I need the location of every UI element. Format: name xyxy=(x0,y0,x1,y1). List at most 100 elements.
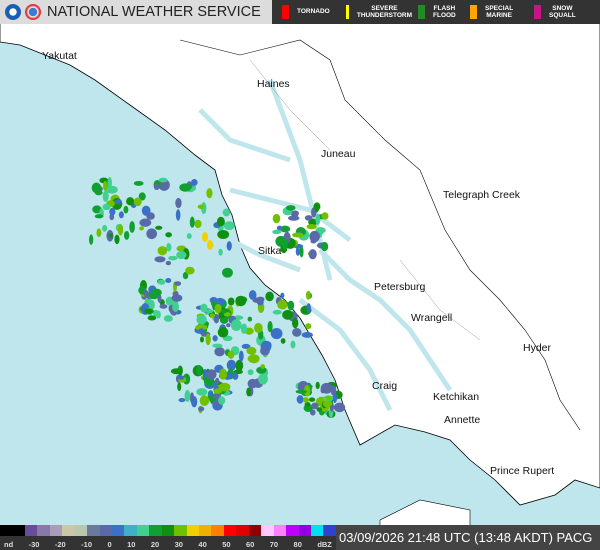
warning-swatch xyxy=(418,5,425,19)
radar-echo xyxy=(285,205,296,211)
scale-color xyxy=(12,525,25,536)
warning-swatch xyxy=(282,5,289,19)
radar-echo xyxy=(206,369,217,380)
radar-echo xyxy=(325,396,332,401)
radar-echo xyxy=(207,240,213,250)
radar-echo xyxy=(304,402,311,407)
radar-echo xyxy=(320,241,329,252)
radar-echo xyxy=(235,295,247,307)
radar-echo xyxy=(247,316,253,322)
radar-echo xyxy=(143,289,149,297)
radar-echo xyxy=(102,203,111,211)
radar-echo xyxy=(158,177,168,183)
radar-echo xyxy=(292,232,304,238)
warning-label: SEVERE THUNDERSTORM xyxy=(356,4,412,20)
radar-echo xyxy=(218,382,231,392)
scale-tick: 80 xyxy=(293,540,302,549)
radar-echo xyxy=(126,197,135,206)
radar-echo xyxy=(155,225,163,230)
radar-echo xyxy=(306,223,317,230)
radar-echo xyxy=(310,409,316,416)
radar-echo xyxy=(103,180,108,192)
radar-echo xyxy=(314,205,319,213)
city-label: Hyder xyxy=(523,342,552,354)
scale-tick: 70 xyxy=(269,540,279,549)
radar-echo xyxy=(210,300,217,307)
radar-echo xyxy=(311,402,319,410)
radar-echo xyxy=(232,372,239,380)
radar-echo xyxy=(94,214,104,219)
radar-echo xyxy=(308,249,317,260)
radar-echo xyxy=(144,308,154,315)
radar-echo xyxy=(196,314,207,325)
radar-echo xyxy=(247,378,258,389)
footer: nd -30 -20 -10 0 10 20 30 40 50 60 70 80 dBZ 03/09/20… xyxy=(0,525,600,550)
radar-echo xyxy=(308,218,318,226)
radar-echo xyxy=(194,219,202,229)
radar-echo xyxy=(214,303,222,314)
radar-echo xyxy=(199,395,210,406)
city-label: Annette xyxy=(444,414,481,426)
radar-echo xyxy=(89,234,94,245)
scale-color xyxy=(261,525,274,536)
radar-echo xyxy=(215,297,225,306)
radar-echo xyxy=(258,373,268,385)
radar-echo xyxy=(241,343,251,349)
radar-echo xyxy=(287,215,300,221)
radar-echo xyxy=(123,205,129,214)
radar-echo xyxy=(198,406,205,412)
scale-tick: -30 xyxy=(28,540,40,549)
radar-echo xyxy=(299,246,304,258)
scale-color xyxy=(111,525,125,536)
scale-color xyxy=(186,525,199,536)
radar-echo xyxy=(264,341,272,350)
radar-echo xyxy=(208,390,213,397)
radar-echo xyxy=(254,322,263,333)
radar-echo xyxy=(94,190,103,196)
radar-echo xyxy=(240,323,248,334)
radar-echo xyxy=(212,335,218,342)
radar-echo xyxy=(287,300,295,311)
timestamp: 03/09/2026 21:48 UTC (13:48 AKDT) PACG xyxy=(336,525,600,550)
radar-echo xyxy=(191,396,198,408)
scale-color xyxy=(124,525,137,536)
radar-echo xyxy=(304,215,313,221)
radar-echo xyxy=(165,278,172,284)
scale-tick: 50 xyxy=(222,540,231,549)
radar-echo xyxy=(321,212,329,220)
scale-color xyxy=(49,525,63,536)
radar-echo xyxy=(227,297,235,306)
scale-tick: 0 xyxy=(107,540,112,549)
scale-color xyxy=(223,525,237,536)
radar-echo xyxy=(202,232,208,242)
scale-color xyxy=(310,525,324,536)
city-label: Craig xyxy=(372,380,398,392)
radar-echo xyxy=(218,396,226,405)
radar-echo xyxy=(189,216,195,228)
radar-echo xyxy=(157,279,166,285)
radar-echo xyxy=(246,346,257,355)
radar-echo xyxy=(215,377,220,385)
radar-echo xyxy=(292,317,299,329)
radar-echo xyxy=(165,260,172,266)
radar-echo xyxy=(191,178,198,186)
radar-echo xyxy=(247,369,254,376)
radar-echo xyxy=(309,230,320,243)
radar-echo xyxy=(172,301,180,312)
radar-echo xyxy=(214,347,225,357)
radar-echo xyxy=(315,213,321,226)
city-label: Sitka xyxy=(258,245,282,257)
radar-echo xyxy=(179,183,192,192)
radar-echo xyxy=(172,290,179,297)
radar-echo xyxy=(139,226,144,231)
radar-echo xyxy=(216,216,225,227)
radar-echo xyxy=(151,288,162,297)
radar-echo xyxy=(222,267,233,278)
warning-label: FLASH FLOOD xyxy=(433,4,456,20)
radar-echo xyxy=(301,332,314,338)
nws-logo xyxy=(25,4,41,20)
radar-echo xyxy=(197,204,205,210)
radar-echo xyxy=(304,384,311,397)
scale-tick: 10 xyxy=(127,540,136,549)
scale-color xyxy=(74,525,88,536)
